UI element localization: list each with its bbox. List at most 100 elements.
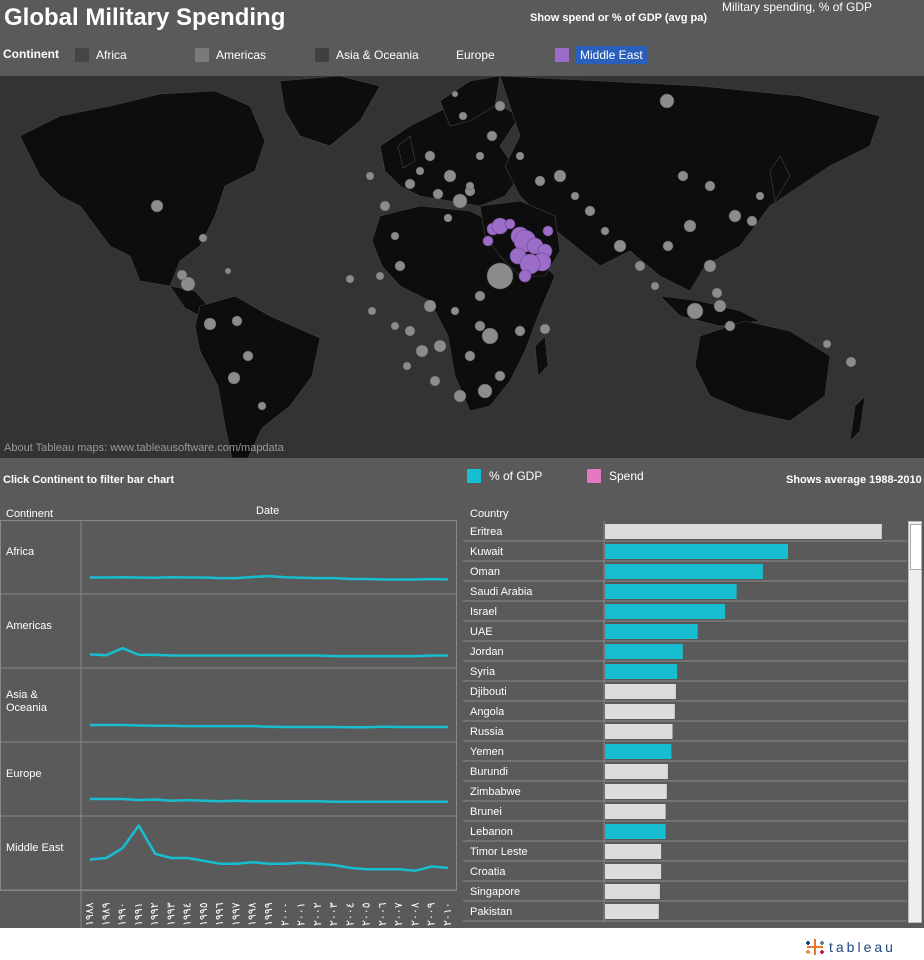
country-bar[interactable] bbox=[605, 604, 726, 619]
country-bubble[interactable] bbox=[539, 323, 551, 335]
middle-east-bubble[interactable] bbox=[542, 225, 554, 237]
country-bubble[interactable] bbox=[713, 299, 727, 313]
country-label[interactable]: Israel bbox=[470, 606, 497, 618]
measure-legend-gdp[interactable]: % of GDP bbox=[467, 469, 542, 483]
country-label[interactable]: Russia bbox=[470, 726, 505, 738]
country-bubble[interactable] bbox=[452, 193, 468, 209]
middle-east-bubble[interactable] bbox=[518, 269, 532, 283]
country-bubble[interactable] bbox=[203, 317, 217, 331]
country-bubble[interactable] bbox=[553, 169, 567, 183]
country-bubble[interactable] bbox=[390, 321, 400, 331]
country-bubble[interactable] bbox=[746, 215, 758, 227]
country-bubble[interactable] bbox=[584, 205, 596, 217]
country-bar[interactable] bbox=[605, 724, 673, 739]
country-bubble[interactable] bbox=[180, 276, 196, 292]
world-map[interactable]: About Tableau maps: www.tableausoftware.… bbox=[0, 76, 924, 458]
country-bar[interactable] bbox=[605, 704, 675, 719]
country-bubble[interactable] bbox=[451, 90, 459, 98]
bar-chart-scrollbar[interactable] bbox=[908, 521, 922, 923]
country-bubble[interactable] bbox=[464, 350, 476, 362]
trend-line-americas[interactable] bbox=[89, 646, 448, 658]
country-bubble[interactable] bbox=[475, 151, 485, 161]
country-bubble[interactable] bbox=[224, 267, 232, 275]
country-label[interactable]: Brunei bbox=[470, 806, 502, 818]
country-bubble[interactable] bbox=[450, 306, 460, 316]
measure-legend-spend[interactable]: Spend bbox=[587, 469, 644, 483]
country-bubble[interactable] bbox=[423, 299, 437, 313]
country-label[interactable]: Lebanon bbox=[470, 826, 513, 838]
country-bubble[interactable] bbox=[659, 93, 675, 109]
country-bubble[interactable] bbox=[465, 181, 475, 191]
trend-line-africa[interactable] bbox=[90, 574, 449, 581]
country-bar[interactable] bbox=[605, 804, 666, 819]
country-bubble[interactable] bbox=[415, 344, 429, 358]
country-bar[interactable] bbox=[605, 564, 763, 579]
country-bubble[interactable] bbox=[486, 262, 514, 290]
country-bar[interactable] bbox=[605, 884, 660, 899]
middle-east-bubble[interactable] bbox=[482, 235, 494, 247]
country-label[interactable]: Burundi bbox=[470, 766, 508, 778]
country-label[interactable]: Oman bbox=[470, 566, 500, 578]
country-bubble[interactable] bbox=[662, 240, 674, 252]
country-bubble[interactable] bbox=[514, 325, 526, 337]
country-label[interactable]: UAE bbox=[470, 626, 493, 638]
country-bubble[interactable] bbox=[724, 320, 736, 332]
country-label[interactable]: Singapore bbox=[470, 886, 520, 898]
country-bubble[interactable] bbox=[534, 175, 546, 187]
country-bar[interactable] bbox=[605, 544, 788, 559]
legend-item-africa[interactable]: Africa bbox=[75, 46, 127, 64]
trend-line-asia-oceania[interactable] bbox=[90, 723, 448, 729]
country-bubble[interactable] bbox=[650, 281, 660, 291]
country-bubble[interactable] bbox=[404, 325, 416, 337]
country-bubble[interactable] bbox=[365, 171, 375, 181]
continent-row-label[interactable]: Middle East bbox=[6, 842, 63, 854]
trend-line-middle-east[interactable] bbox=[89, 824, 449, 872]
country-bar[interactable] bbox=[605, 664, 678, 679]
country-label[interactable]: Pakistan bbox=[470, 906, 512, 918]
country-label[interactable]: Djibouti bbox=[470, 686, 507, 698]
country-bubble[interactable] bbox=[227, 371, 241, 385]
country-bar[interactable] bbox=[605, 644, 683, 659]
country-bar[interactable] bbox=[605, 584, 737, 599]
country-bubble[interactable] bbox=[375, 271, 385, 281]
country-bar[interactable] bbox=[605, 904, 659, 919]
legend-item-europe[interactable]: Europe bbox=[435, 46, 495, 64]
country-bubble[interactable] bbox=[683, 219, 697, 233]
country-bubble[interactable] bbox=[424, 150, 436, 162]
country-bubble[interactable] bbox=[231, 315, 243, 327]
continent-row-label[interactable]: Americas bbox=[6, 620, 52, 632]
country-label[interactable]: Croatia bbox=[470, 866, 506, 878]
continent-row-label[interactable]: Asia & Oceania bbox=[6, 689, 48, 714]
country-bar[interactable] bbox=[605, 824, 666, 839]
country-bubble[interactable] bbox=[345, 274, 355, 284]
continent-trend-chart[interactable]: Africa Americas Asia & Oceania Europe Middle … bbox=[0, 520, 460, 928]
country-bubble[interactable] bbox=[474, 320, 486, 332]
country-bubble[interactable] bbox=[686, 302, 704, 320]
country-bubble[interactable] bbox=[415, 166, 425, 176]
country-bubble[interactable] bbox=[570, 191, 580, 201]
country-bubble[interactable] bbox=[822, 339, 832, 349]
country-label[interactable]: Zimbabwe bbox=[470, 786, 521, 798]
country-bubble[interactable] bbox=[367, 306, 377, 316]
country-bubble[interactable] bbox=[432, 188, 444, 200]
country-bubble[interactable] bbox=[379, 200, 391, 212]
country-bubble[interactable] bbox=[198, 233, 208, 243]
country-label[interactable]: Syria bbox=[470, 666, 496, 678]
legend-item-americas[interactable]: Americas bbox=[195, 46, 266, 64]
country-bubble[interactable] bbox=[515, 151, 525, 161]
tableau-logo[interactable]: tableau bbox=[804, 936, 896, 958]
country-bubble[interactable] bbox=[704, 180, 716, 192]
country-label[interactable]: Saudi Arabia bbox=[470, 586, 533, 598]
country-bar[interactable] bbox=[605, 744, 672, 759]
country-bubble[interactable] bbox=[394, 260, 406, 272]
country-bubble[interactable] bbox=[390, 231, 400, 241]
country-bubble[interactable] bbox=[404, 178, 416, 190]
country-bar[interactable] bbox=[605, 864, 662, 879]
country-bubble[interactable] bbox=[402, 361, 412, 371]
country-bubble[interactable] bbox=[755, 191, 765, 201]
country-bubble[interactable] bbox=[433, 339, 447, 353]
country-label[interactable]: Eritrea bbox=[470, 526, 503, 538]
country-bubble[interactable] bbox=[703, 259, 717, 273]
country-bubble[interactable] bbox=[474, 290, 486, 302]
country-bubble[interactable] bbox=[257, 401, 267, 411]
